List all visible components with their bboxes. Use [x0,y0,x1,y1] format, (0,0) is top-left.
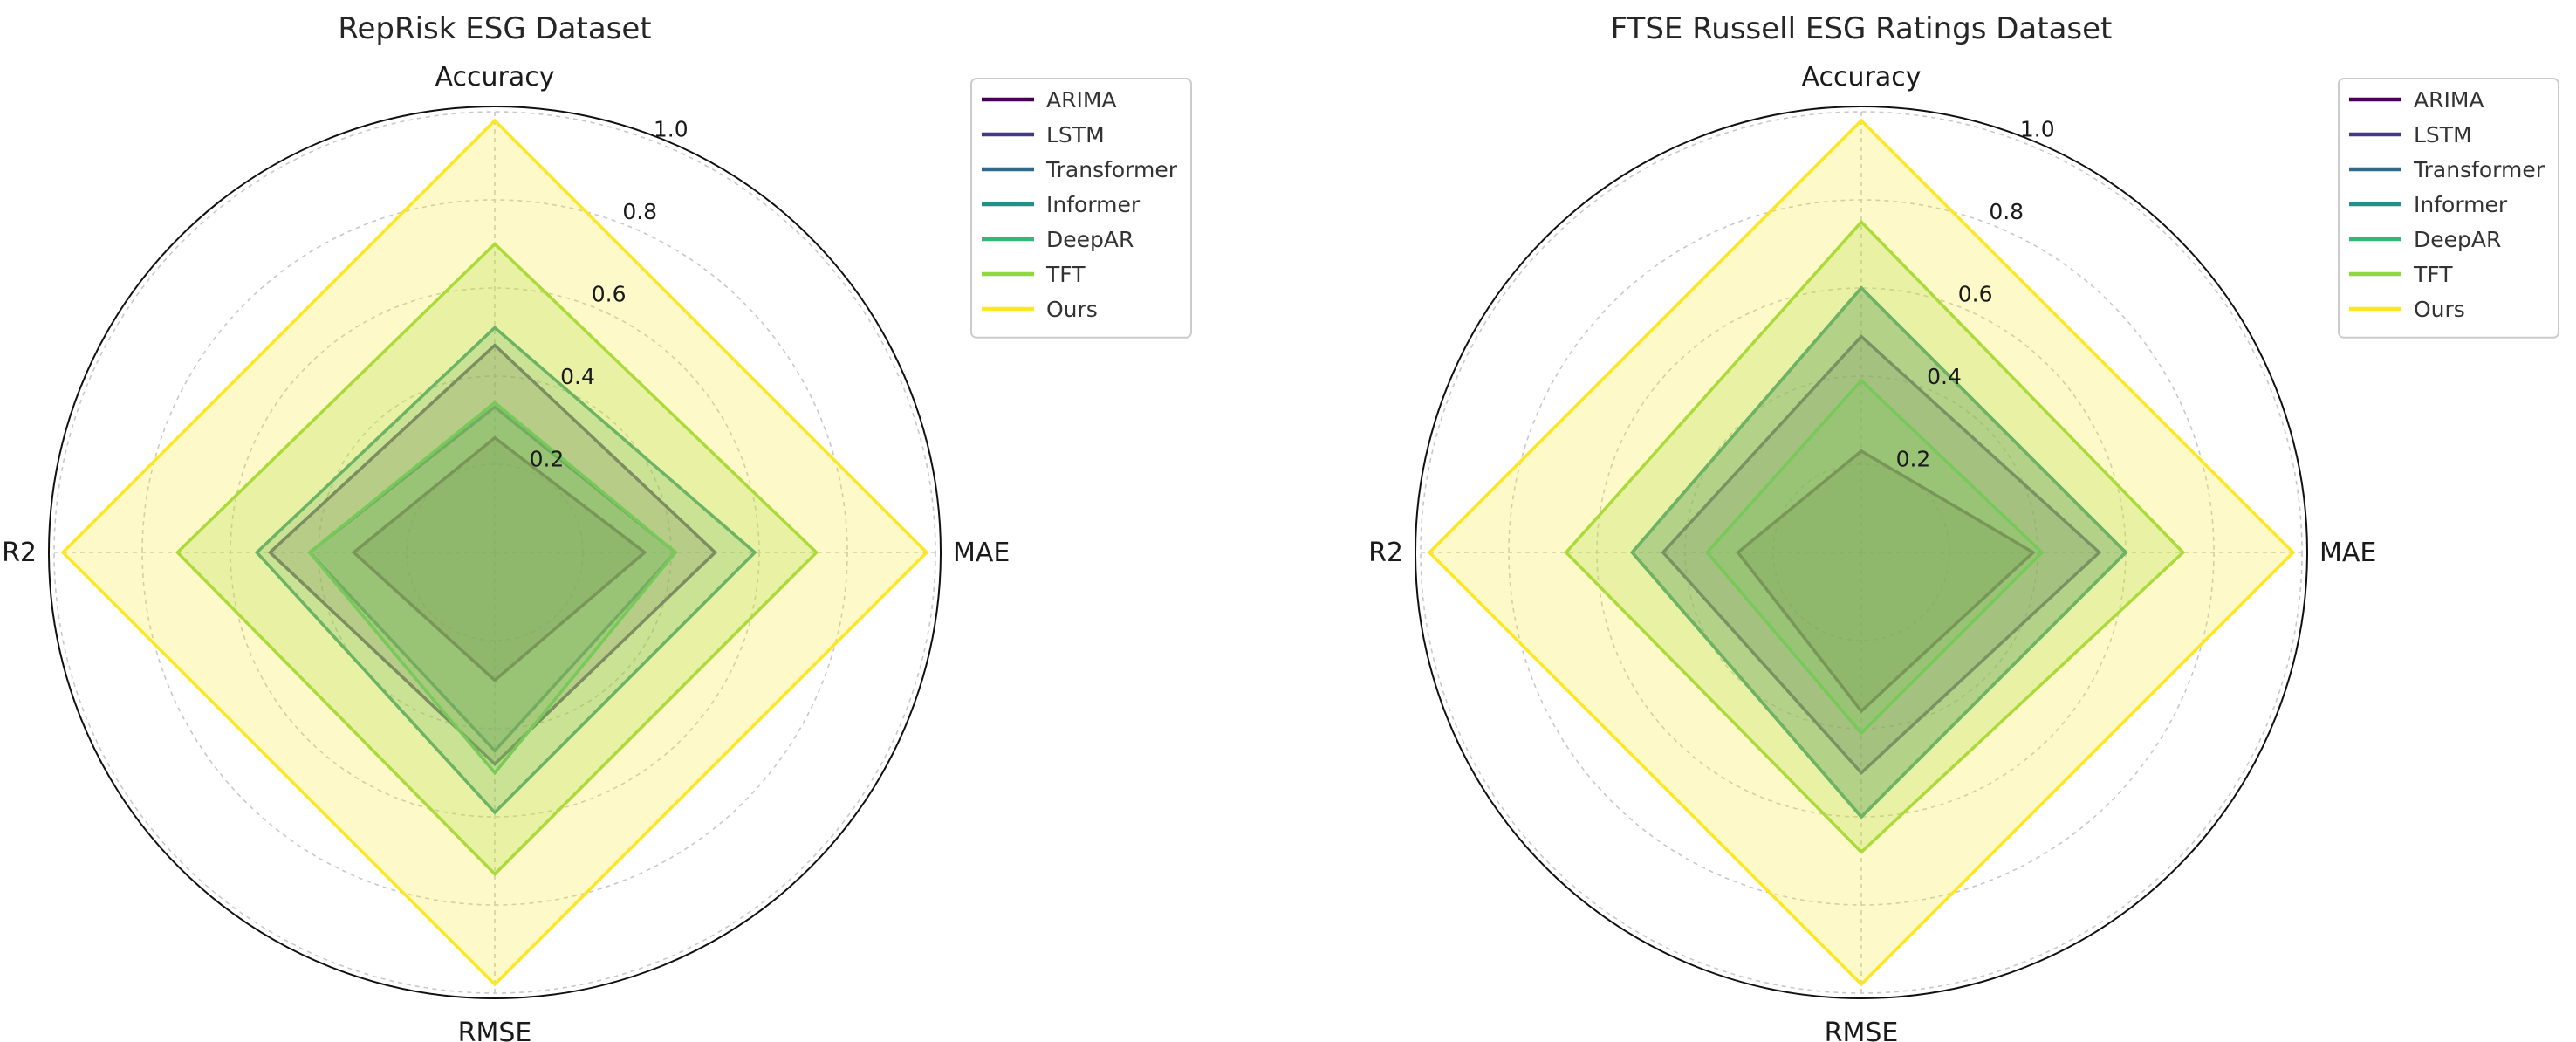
legend-entry: LSTM [2414,122,2472,147]
radial-tick-label: 0.4 [1927,364,1962,389]
series-tft-polygon [1564,219,2186,854]
series-deepar-polygon [307,401,678,776]
series-ours-polygon [60,118,929,987]
polar-frame [1415,106,2308,999]
axis-label-rmse: RMSE [1825,1018,1899,1042]
series-tft-polygon [175,242,819,877]
legend: ARIMA LSTM Transformer Informer DeepAR TFT Our… [2338,78,2559,339]
series-lstm-polygon [1661,334,2102,775]
axis-label-mae: MAE [2319,538,2376,568]
legend-entry: Informer [1046,192,1141,217]
radial-tick-label: 0.6 [1958,281,1993,306]
legend-entry: Transformer [1045,157,1178,182]
legend-entry: DeepAR [2414,227,2501,252]
legend-entry: Transformer [2413,157,2545,182]
chart-title: RepRisk ESG Dataset [338,11,651,46]
series-lstm-polygon [267,343,718,766]
series-ours-polygon [1427,118,2296,987]
chart-title: FTSE Russell ESG Ratings Dataset [1611,11,2113,46]
radial-tick-label: 0.8 [622,199,657,224]
legend-entry: DeepAR [1046,227,1134,252]
radar-chart-1: 0.2 0.4 0.6 0.8 1.0 Accuracy MAE RMSE R2 RepRisk … [2,11,1192,1042]
radial-tick-label: 1.0 [654,116,689,141]
series-arima-polygon [351,435,647,682]
axis-label-mae: MAE [953,538,1010,568]
axis-label-accuracy: Accuracy [1802,62,1922,93]
axis-label-rmse: RMSE [458,1018,532,1042]
legend-entry: Ours [2414,297,2465,322]
polar-frame [48,106,942,999]
series-deepar-polygon [1704,378,2045,736]
radial-tick-label: 0.2 [1896,446,1931,471]
series-informer-polygon [1630,285,2128,819]
legend-entry: Informer [2414,192,2508,217]
legend-entry: LSTM [1046,122,1105,147]
legend-entry: TFT [1045,262,1086,287]
legend-entry: Ours [1046,297,1098,322]
legend-entry: TFT [2413,262,2453,287]
legend-entry: ARIMA [1046,87,1117,113]
legend-entry: ARIMA [2414,87,2484,113]
axis-label-accuracy: Accuracy [435,62,555,93]
axis-label-r2: R2 [2,538,37,568]
radar-chart-2: 0.2 0.4 0.6 0.8 1.0 Accuracy MAE RMSE R2 FTSE Rus… [1368,11,2559,1042]
series-arima-polygon [1736,449,2036,714]
radial-tick-label: 0.2 [530,446,565,471]
radial-tick-label: 0.8 [1989,199,2024,224]
radial-tick-label: 0.6 [592,281,627,306]
axis-label-r2: R2 [1368,538,1403,568]
radial-tick-label: 0.4 [560,364,595,389]
radial-tick-label: 1.0 [2020,116,2055,141]
legend: ARIMA LSTM Transformer Informer DeepAR TFT Our… [970,78,1192,339]
series-informer-polygon [254,326,757,815]
